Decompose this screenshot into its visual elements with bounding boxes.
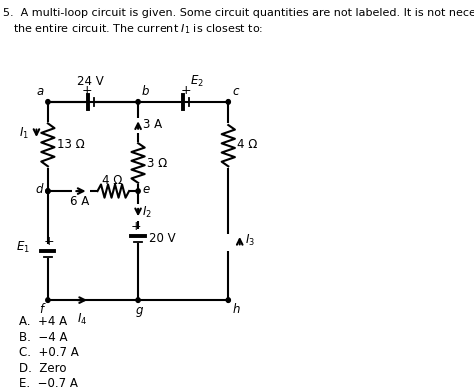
Text: b: b: [142, 85, 149, 98]
Text: 5.  A multi-loop circuit is given. Some circuit quantities are not labeled. It i: 5. A multi-loop circuit is given. Some c…: [3, 8, 474, 18]
Text: a: a: [36, 85, 44, 98]
Circle shape: [136, 100, 140, 104]
Circle shape: [46, 189, 50, 194]
Text: B.  −4 A: B. −4 A: [19, 330, 68, 344]
Text: 24 V: 24 V: [77, 75, 103, 88]
Text: h: h: [233, 303, 240, 316]
Text: +: +: [130, 220, 141, 233]
Circle shape: [226, 298, 230, 302]
Text: C.  +0.7 A: C. +0.7 A: [19, 346, 79, 359]
Text: 6 A: 6 A: [70, 194, 89, 208]
Text: $I_2$: $I_2$: [142, 205, 152, 220]
Text: 13 Ω: 13 Ω: [57, 138, 85, 151]
Text: E.  −0.7 A: E. −0.7 A: [19, 377, 78, 390]
Circle shape: [46, 298, 50, 302]
Text: $I_3$: $I_3$: [245, 233, 255, 248]
Text: 4 Ω: 4 Ω: [102, 174, 123, 187]
Circle shape: [136, 298, 140, 302]
Circle shape: [226, 100, 230, 104]
Text: f: f: [39, 303, 44, 316]
Text: 3 Ω: 3 Ω: [147, 156, 167, 170]
Text: 4 Ω: 4 Ω: [237, 138, 258, 151]
Circle shape: [136, 189, 140, 194]
Text: +: +: [180, 84, 191, 97]
Text: +: +: [82, 84, 92, 97]
Text: $I_1$: $I_1$: [19, 126, 29, 141]
Text: g: g: [136, 304, 143, 317]
Circle shape: [46, 189, 50, 194]
Text: 3 A: 3 A: [143, 118, 162, 131]
Text: 20 V: 20 V: [149, 232, 175, 245]
Text: $E_2$: $E_2$: [190, 74, 204, 89]
Text: the entire circuit. The current $I_1$ is closest to:: the entire circuit. The current $I_1$ is…: [13, 23, 264, 36]
Text: d: d: [36, 183, 44, 196]
Text: $I_4$: $I_4$: [77, 312, 88, 327]
Text: e: e: [142, 183, 149, 196]
Text: D.  Zero: D. Zero: [19, 362, 67, 375]
Text: +: +: [44, 235, 55, 248]
Circle shape: [46, 100, 50, 104]
Text: c: c: [233, 85, 239, 98]
Text: A.  +4 A: A. +4 A: [19, 315, 67, 328]
Text: $E_1$: $E_1$: [16, 240, 30, 255]
